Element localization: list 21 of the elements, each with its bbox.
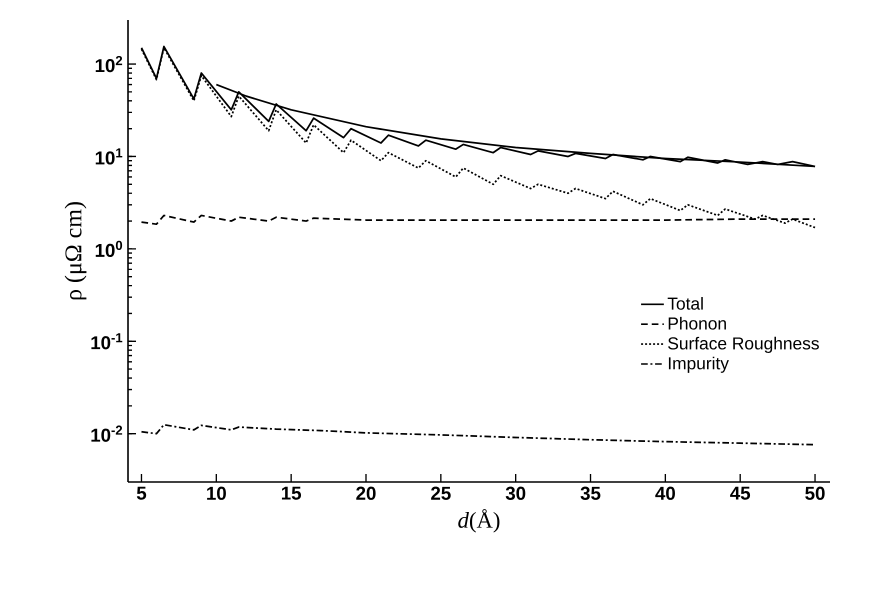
y-tick-label: 10$^{-2}$ bbox=[91, 426, 122, 442]
legend-label: Total bbox=[668, 297, 703, 310]
x-tick-label: 25 bbox=[431, 486, 451, 500]
x-tick-label: 50 bbox=[805, 486, 825, 500]
x-tick-label: 30 bbox=[506, 486, 526, 500]
x-tick-label: 15 bbox=[282, 486, 302, 500]
x-tick-label: 20 bbox=[356, 486, 376, 500]
x-tick-label: 40 bbox=[655, 486, 675, 500]
x-tick-label: 35 bbox=[580, 486, 600, 500]
x-axis-title: d(Å) bbox=[458, 509, 500, 533]
y-tick-label: 10$^{2}$ bbox=[96, 56, 122, 72]
x-tick-label: 5 bbox=[136, 486, 146, 500]
x-tick-label: 45 bbox=[730, 486, 750, 500]
y-axis-title: ρ (μΩ cm) bbox=[64, 202, 86, 300]
legend-label: Impurity bbox=[668, 356, 729, 373]
x-tick-label: 10 bbox=[207, 486, 226, 500]
legend-label: Phonon bbox=[668, 316, 726, 330]
y-tick-label: 10$^{1}$ bbox=[96, 148, 122, 165]
y-tick-label: 10$^{-1}$ bbox=[91, 333, 122, 350]
legend-label: Surface Roughness bbox=[668, 336, 819, 353]
y-tick-label: 10$^{0}$ bbox=[96, 240, 122, 258]
